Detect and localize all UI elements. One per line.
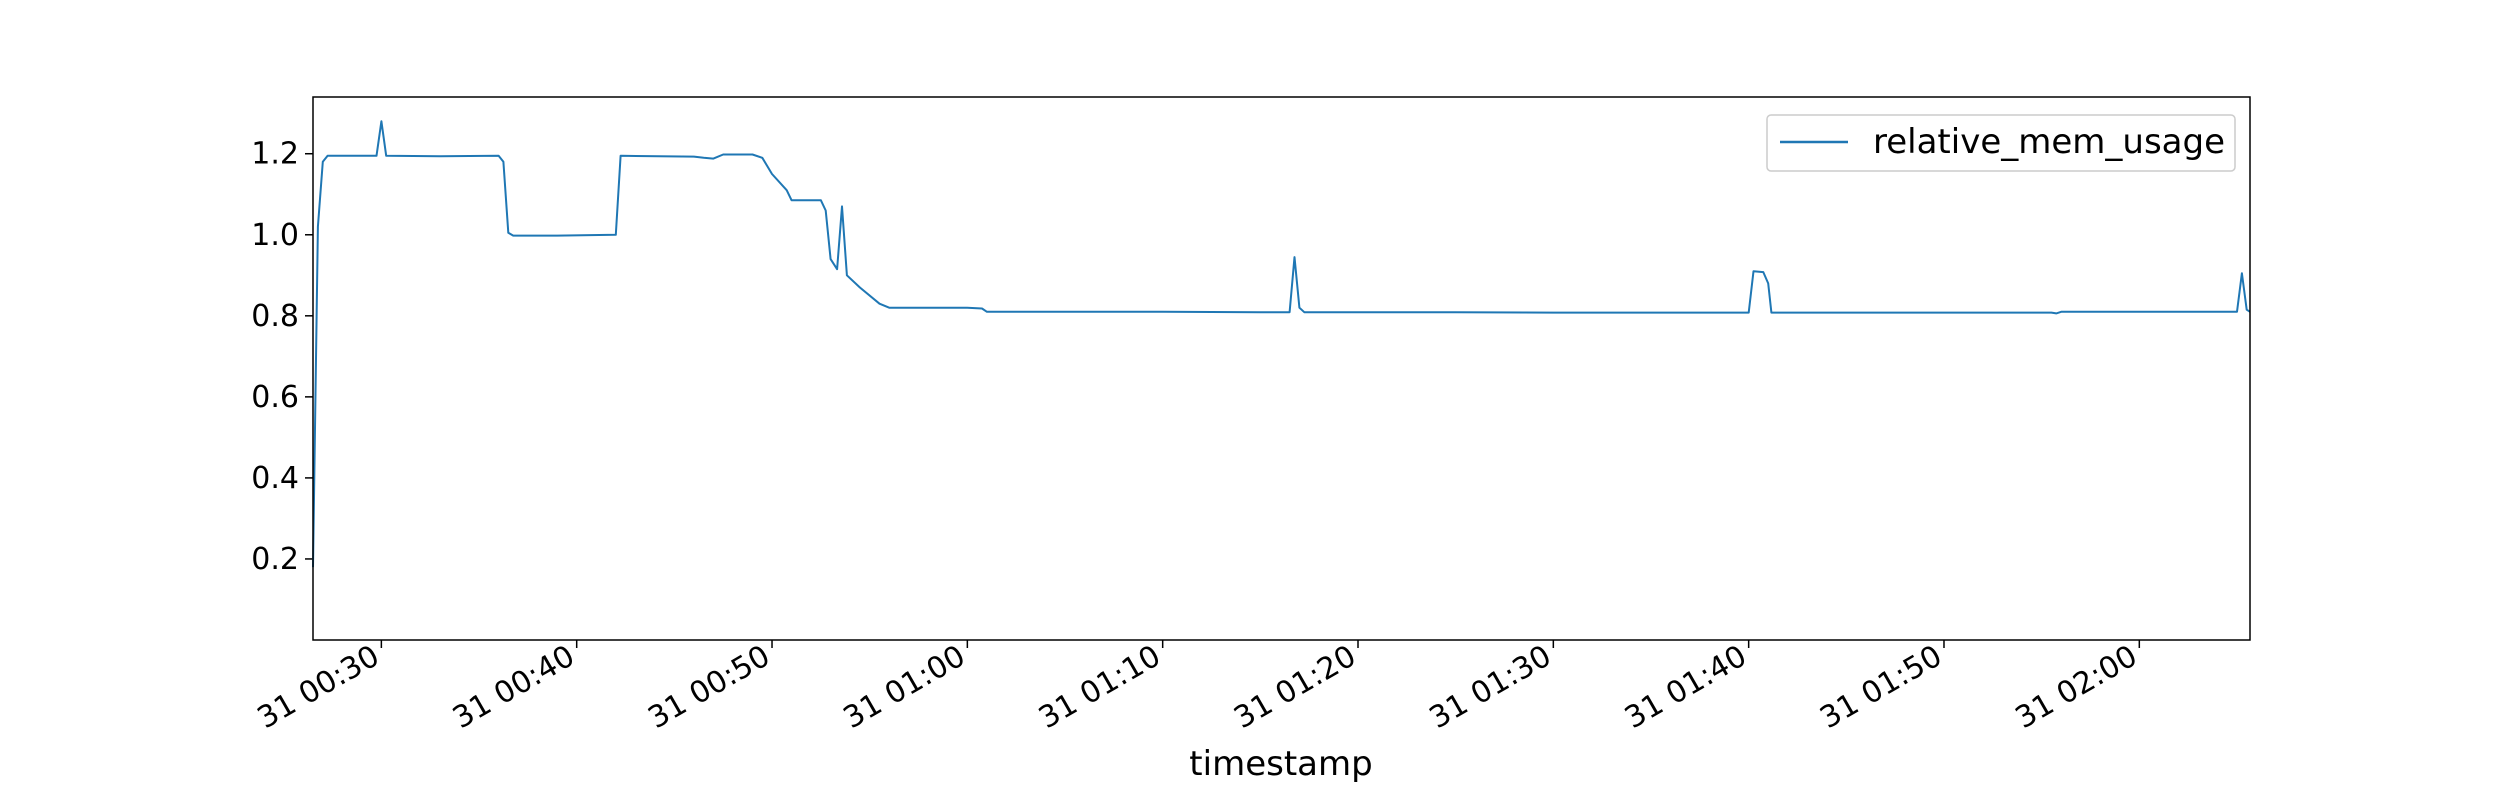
y-axis: 0.2 0.4 0.6 0.8 1.0 1.2: [251, 137, 313, 577]
plot-frame: [312, 96, 2251, 641]
x-tick-label: 31 00:40: [447, 639, 581, 736]
x-tick-label: 31 01:40: [1619, 639, 1753, 736]
x-axis-title: timestamp: [1189, 744, 1372, 784]
legend-box: [1766, 114, 2236, 172]
x-tick-label: 31 00:30: [252, 639, 386, 736]
x-tick-label: 31 01:50: [1814, 639, 1948, 736]
y-tick-label: 1.0: [251, 218, 299, 253]
x-axis: 31 00:30 31 00:40 31 00:50 31 01:00 31 01:10…: [252, 639, 2144, 736]
legend-label: relative_mem_usage: [1873, 122, 2225, 162]
legend: relative_mem_usage: [1766, 114, 2236, 172]
series-layer: [312, 120, 2251, 568]
y-tick-label: 1.2: [251, 137, 299, 172]
y-tick-label: 0.6: [251, 380, 299, 415]
x-tick-label: 31 00:50: [642, 639, 776, 736]
y-tick-label: 0.8: [251, 299, 299, 334]
x-tick-label: 31 02:00: [2010, 639, 2144, 736]
x-tick-label: 31 01:30: [1424, 639, 1558, 736]
x-tick-label: 31 01:20: [1228, 639, 1362, 736]
y-tick-label: 0.4: [251, 461, 299, 496]
y-tick-label: 0.2: [251, 542, 299, 577]
x-tick-label: 31 01:10: [1033, 639, 1167, 736]
plot-background: [313, 97, 2250, 640]
x-tick-label: 31 01:00: [838, 639, 972, 736]
series-line-relative_mem_usage: [312, 120, 2251, 568]
